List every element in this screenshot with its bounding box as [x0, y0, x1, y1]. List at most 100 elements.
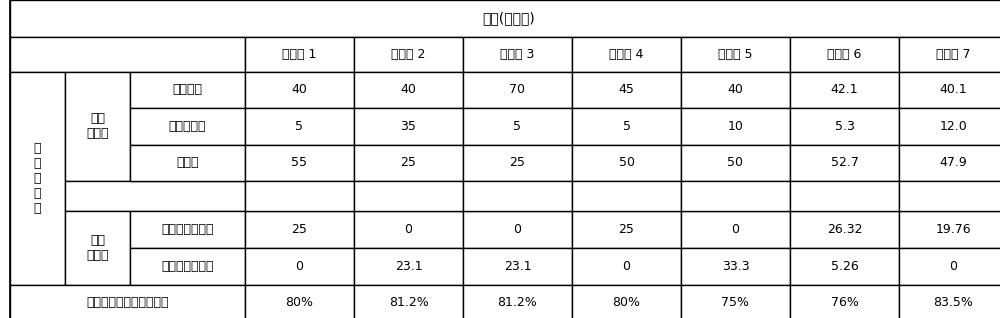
Bar: [899, 145, 1000, 181]
Bar: [354, 211, 463, 248]
Bar: [572, 37, 681, 72]
Text: 0: 0: [622, 260, 631, 273]
Bar: [681, 285, 790, 318]
Bar: [790, 285, 899, 318]
Bar: [681, 72, 790, 108]
Text: 0: 0: [296, 260, 304, 273]
Bar: [10, 0, 1000, 37]
Bar: [245, 211, 354, 248]
Bar: [681, 181, 790, 211]
Text: 可膨胀石墨: 可膨胀石墨: [169, 120, 206, 133]
Text: 配方(质量份): 配方(质量份): [483, 11, 535, 25]
Bar: [572, 72, 681, 108]
Bar: [130, 108, 245, 145]
Bar: [354, 248, 463, 285]
Text: 0: 0: [732, 223, 740, 236]
Text: 复
合
阻
燃
剂: 复 合 阻 燃 剂: [34, 142, 41, 215]
Text: 81.2%: 81.2%: [389, 296, 428, 309]
Bar: [130, 211, 245, 248]
Text: 0: 0: [404, 223, 413, 236]
Text: 25: 25: [401, 156, 416, 169]
Text: 40: 40: [292, 83, 307, 96]
Bar: [790, 181, 899, 211]
Bar: [245, 285, 354, 318]
Text: 23.1: 23.1: [504, 260, 531, 273]
Text: 50: 50: [618, 156, 635, 169]
Text: 甲基磷酸二甲酯: 甲基磷酸二甲酯: [161, 223, 214, 236]
Bar: [354, 181, 463, 211]
Bar: [130, 145, 245, 181]
Text: 实施例 5: 实施例 5: [718, 48, 753, 60]
Bar: [65, 211, 130, 285]
Bar: [10, 285, 245, 318]
Text: 76%: 76%: [831, 296, 858, 309]
Text: 5: 5: [296, 120, 304, 133]
Bar: [572, 248, 681, 285]
Text: 实施例 7: 实施例 7: [936, 48, 971, 60]
Text: 5.26: 5.26: [831, 260, 858, 273]
Bar: [899, 72, 1000, 108]
Bar: [10, 72, 65, 285]
Bar: [245, 72, 354, 108]
Bar: [899, 181, 1000, 211]
Bar: [899, 211, 1000, 248]
Text: 80%: 80%: [612, 296, 640, 309]
Bar: [10, 37, 245, 72]
Bar: [354, 145, 463, 181]
Bar: [463, 145, 572, 181]
Bar: [463, 211, 572, 248]
Bar: [681, 108, 790, 145]
Text: 复合阻燃剂中无机物比例: 复合阻燃剂中无机物比例: [86, 296, 169, 309]
Bar: [572, 145, 681, 181]
Bar: [790, 248, 899, 285]
Text: 40.1: 40.1: [940, 83, 967, 96]
Text: 55: 55: [292, 156, 308, 169]
Text: 有机
磷酸酯: 有机 磷酸酯: [86, 234, 109, 262]
Text: 10: 10: [728, 120, 743, 133]
Bar: [463, 285, 572, 318]
Bar: [130, 248, 245, 285]
Bar: [790, 108, 899, 145]
Text: 25: 25: [292, 223, 307, 236]
Text: 12.0: 12.0: [940, 120, 967, 133]
Text: 25: 25: [510, 156, 525, 169]
Bar: [790, 145, 899, 181]
Bar: [681, 248, 790, 285]
Bar: [790, 37, 899, 72]
Bar: [572, 108, 681, 145]
Bar: [245, 181, 354, 211]
Text: 40: 40: [728, 83, 743, 96]
Bar: [681, 37, 790, 72]
Text: 52.7: 52.7: [831, 156, 858, 169]
Bar: [899, 248, 1000, 285]
Bar: [899, 108, 1000, 145]
Text: 实施例 6: 实施例 6: [827, 48, 862, 60]
Bar: [245, 108, 354, 145]
Bar: [245, 37, 354, 72]
Bar: [463, 37, 572, 72]
Bar: [463, 248, 572, 285]
Text: 47.9: 47.9: [940, 156, 967, 169]
Text: 35: 35: [401, 120, 416, 133]
Text: 70: 70: [510, 83, 526, 96]
Bar: [65, 72, 130, 181]
Bar: [463, 72, 572, 108]
Bar: [681, 211, 790, 248]
Bar: [790, 211, 899, 248]
Bar: [354, 72, 463, 108]
Text: 5.3: 5.3: [835, 120, 854, 133]
Text: 实施例 1: 实施例 1: [282, 48, 317, 60]
Text: 25: 25: [619, 223, 634, 236]
Bar: [130, 72, 245, 108]
Bar: [463, 181, 572, 211]
Text: 实施例 2: 实施例 2: [391, 48, 426, 60]
Text: 乙基磷酸二乙酯: 乙基磷酸二乙酯: [161, 260, 214, 273]
Text: 75%: 75%: [722, 296, 750, 309]
Text: 42.1: 42.1: [831, 83, 858, 96]
Text: 81.2%: 81.2%: [498, 296, 537, 309]
Text: 实施例 3: 实施例 3: [500, 48, 535, 60]
Bar: [463, 108, 572, 145]
Text: 聚磷酸铵: 聚磷酸铵: [173, 83, 202, 96]
Bar: [899, 285, 1000, 318]
Text: 45: 45: [619, 83, 634, 96]
